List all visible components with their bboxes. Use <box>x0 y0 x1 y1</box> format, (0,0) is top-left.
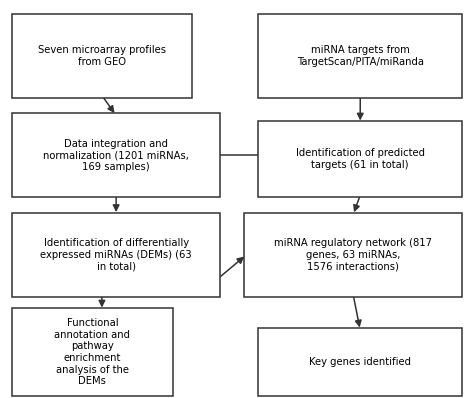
Text: Identification of predicted
targets (61 in total): Identification of predicted targets (61 … <box>296 148 425 170</box>
FancyBboxPatch shape <box>244 213 462 297</box>
FancyBboxPatch shape <box>258 328 462 396</box>
Text: miRNA targets from
TargetScan/PITA/miRanda: miRNA targets from TargetScan/PITA/miRan… <box>297 45 424 66</box>
FancyBboxPatch shape <box>12 113 220 197</box>
FancyBboxPatch shape <box>258 14 462 98</box>
FancyBboxPatch shape <box>258 121 462 197</box>
Text: Data integration and
normalization (1201 miRNAs,
169 samples): Data integration and normalization (1201… <box>43 139 189 172</box>
Text: miRNA regulatory network (817
genes, 63 miRNAs,
1576 interactions): miRNA regulatory network (817 genes, 63 … <box>274 238 432 271</box>
FancyBboxPatch shape <box>12 308 173 396</box>
FancyBboxPatch shape <box>12 14 192 98</box>
Text: Key genes identified: Key genes identified <box>309 357 411 367</box>
Text: Seven microarray profiles
from GEO: Seven microarray profiles from GEO <box>38 45 166 66</box>
FancyBboxPatch shape <box>12 213 220 297</box>
Text: Functional
annotation and
pathway
enrichment
analysis of the
DEMs: Functional annotation and pathway enrich… <box>55 318 130 386</box>
Text: Identification of differentially
expressed miRNAs (DEMs) (63
in total): Identification of differentially express… <box>40 238 192 271</box>
